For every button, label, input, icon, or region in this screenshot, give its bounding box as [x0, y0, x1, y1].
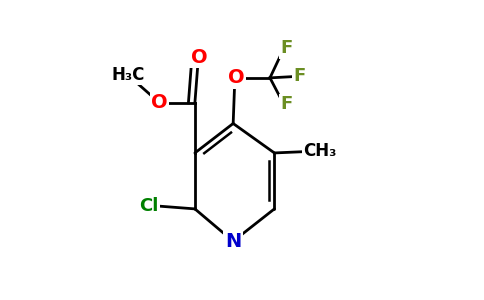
Text: F: F	[280, 95, 292, 113]
Text: O: O	[151, 93, 168, 112]
Text: Cl: Cl	[139, 197, 159, 215]
Text: F: F	[293, 68, 305, 85]
Text: O: O	[191, 48, 208, 67]
Text: N: N	[225, 232, 242, 251]
Text: CH₃: CH₃	[303, 142, 337, 160]
Text: H₃C: H₃C	[112, 66, 145, 84]
Text: F: F	[280, 39, 292, 57]
Text: O: O	[228, 68, 244, 87]
